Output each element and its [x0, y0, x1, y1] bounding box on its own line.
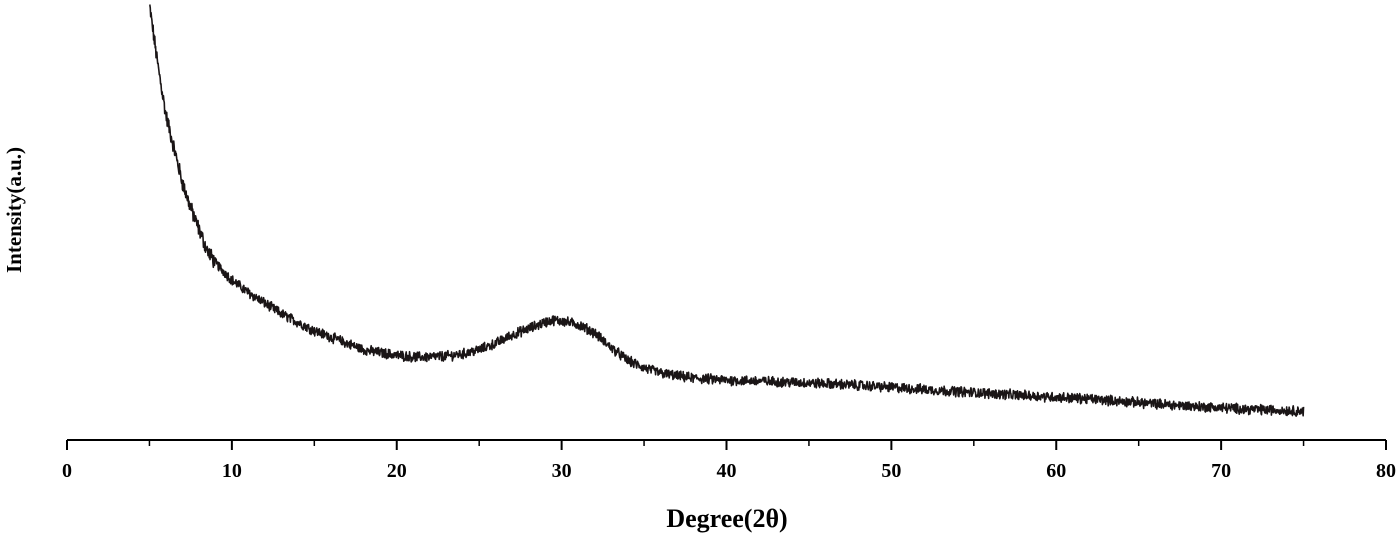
- x-tick-label: 40: [717, 460, 737, 482]
- x-tick-label: 0: [62, 460, 72, 482]
- x-tick-label: 60: [1046, 460, 1066, 482]
- plot-area: [149, 4, 1305, 417]
- x-tick-label: 10: [222, 460, 242, 482]
- x-tick-label: 70: [1211, 460, 1231, 482]
- xrd-series-line: [149, 4, 1305, 417]
- y-axis-title: Intensity(a.u.): [2, 147, 26, 273]
- x-axis-title: Degree(2θ): [666, 504, 787, 533]
- x-tick-label: 80: [1376, 460, 1396, 482]
- x-tick-label: 30: [552, 460, 572, 482]
- x-tick-label: 20: [387, 460, 407, 482]
- x-axis: 0 10 20 30 40 50 60 70 80: [62, 439, 1396, 482]
- x-tick-label: 50: [881, 460, 901, 482]
